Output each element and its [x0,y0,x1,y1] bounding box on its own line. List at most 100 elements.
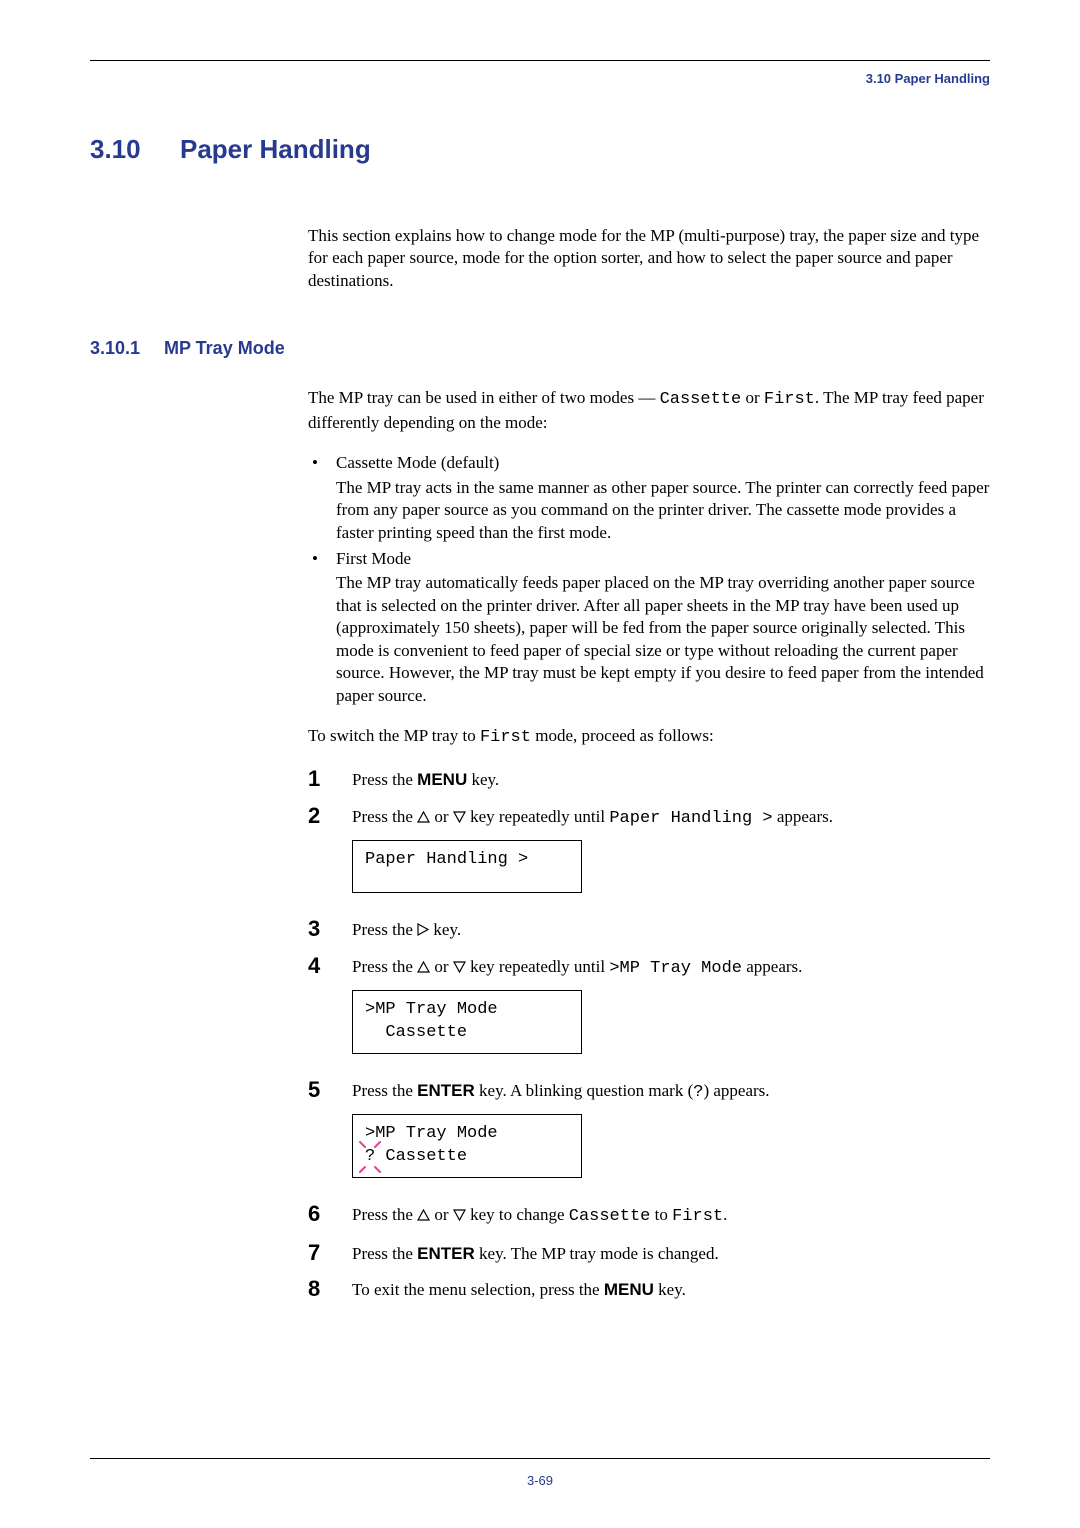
key-name: MENU [604,1280,654,1299]
intro-paragraph: This section explains how to change mode… [308,225,990,292]
step-number: 3 [308,917,352,941]
blinking-cursor: ? [365,1146,375,1169]
triangle-up-icon [417,1209,430,1221]
text: To exit the menu selection, press the [352,1280,604,1299]
code-text: >MP Tray Mode [609,959,742,978]
page-number: 3-69 [90,1473,990,1488]
triangle-right-icon [417,923,429,936]
switch-code: First [480,728,531,747]
switch-instruction: To switch the MP tray to First mode, pro… [308,725,990,749]
text: Press the [352,770,417,789]
text: or [430,807,453,826]
lcd-char: ? [365,1147,375,1166]
triangle-down-icon [453,961,466,973]
text: or [430,1205,453,1224]
subsection-title: MP Tray Mode [164,338,285,358]
text: key repeatedly until [466,957,610,976]
text: ) appears. [703,1081,769,1100]
step-5: 5 Press the ENTER key. A blinking questi… [308,1078,990,1190]
text: . [723,1205,727,1224]
step-number: 4 [308,954,352,978]
text: key. [654,1280,686,1299]
switch-post: mode, proceed as follows: [531,726,714,745]
text: Press the [352,1081,417,1100]
bullet-desc: The MP tray automatically feeds paper pl… [336,572,990,707]
key-name: ENTER [417,1081,475,1100]
code-text: Cassette [569,1207,651,1226]
step-6: 6 Press the or key to change Cassette to… [308,1202,990,1228]
step-body: Press the key. [352,917,990,941]
code-text: First [672,1207,723,1226]
step-body: Press the ENTER key. The MP tray mode is… [352,1241,990,1265]
step-body: To exit the menu selection, press the ME… [352,1277,990,1301]
sub-intro: The MP tray can be used in either of two… [308,387,990,434]
step-8: 8 To exit the menu selection, press the … [308,1277,990,1301]
section-heading: 3.10Paper Handling [90,134,990,165]
step-number: 5 [308,1078,352,1102]
step-body: Press the ENTER key. A blinking question… [352,1078,990,1190]
lcd-display: >MP Tray Mode ? Cassette [352,1114,582,1178]
subsection-heading: 3.10.1MP Tray Mode [90,338,990,359]
text: key to change [466,1205,569,1224]
section-number: 3.10 [90,134,180,165]
step-body: Press the or key to change Cassette to F… [352,1202,990,1228]
text: Press the [352,807,417,826]
text: appears. [742,957,802,976]
text: Press the [352,1244,417,1263]
step-number: 6 [308,1202,352,1226]
text: appears. [773,807,833,826]
subsection-number: 3.10.1 [90,338,164,359]
switch-pre: To switch the MP tray to [308,726,480,745]
lcd-line: Paper Handling > [365,850,528,869]
bullet-title: First Mode [336,549,411,568]
step-number: 2 [308,804,352,828]
triangle-down-icon [453,811,466,823]
step-7: 7 Press the ENTER key. The MP tray mode … [308,1241,990,1265]
text: Press the [352,1205,417,1224]
text: Press the [352,957,417,976]
text: or [430,957,453,976]
top-rule [90,60,990,61]
steps-list: 1 Press the MENU key. 2 Press the or key… [308,767,990,1301]
step-4: 4 Press the or key repeatedly until >MP … [308,954,990,1066]
lcd-display: Paper Handling > [352,840,582,893]
step-body: Press the or key repeatedly until >MP Tr… [352,954,990,1066]
text: key. [467,770,499,789]
bullet-title: Cassette Mode (default) [336,453,499,472]
list-item: Cassette Mode (default) The MP tray acts… [308,452,990,544]
triangle-up-icon [417,811,430,823]
lcd-display: >MP Tray Mode Cassette [352,990,582,1054]
triangle-down-icon [453,1209,466,1221]
bullet-desc: The MP tray acts in the same manner as o… [336,477,990,544]
section-title: Paper Handling [180,134,371,164]
step-body: Press the or key repeatedly until Paper … [352,804,990,905]
step-number: 8 [308,1277,352,1301]
list-item: First Mode The MP tray automatically fee… [308,548,990,707]
lcd-line: Cassette [365,1023,467,1042]
text: key. The MP tray mode is changed. [475,1244,719,1263]
sub-intro-code2: First [764,390,815,409]
lcd-line: >MP Tray Mode [365,1124,498,1143]
key-name: MENU [417,770,467,789]
text: key. A blinking question mark ( [475,1081,693,1100]
text: key. [429,920,461,939]
lcd-line: Cassette [375,1147,467,1166]
lcd-line: >MP Tray Mode [365,1000,498,1019]
code-text: ? [693,1083,703,1102]
triangle-up-icon [417,961,430,973]
running-head: 3.10 Paper Handling [90,71,990,86]
step-number: 1 [308,767,352,791]
text: key repeatedly until [466,807,610,826]
sub-intro-mid: or [741,388,764,407]
code-text: Paper Handling > [609,809,772,828]
step-body: Press the MENU key. [352,767,990,791]
step-1: 1 Press the MENU key. [308,767,990,791]
bottom-rule [90,1458,990,1459]
text: to [650,1205,672,1224]
sub-intro-pre: The MP tray can be used in either of two… [308,388,660,407]
mode-list: Cassette Mode (default) The MP tray acts… [308,452,990,707]
sub-intro-code1: Cassette [660,390,742,409]
key-name: ENTER [417,1244,475,1263]
step-number: 7 [308,1241,352,1265]
step-2: 2 Press the or key repeatedly until Pape… [308,804,990,905]
